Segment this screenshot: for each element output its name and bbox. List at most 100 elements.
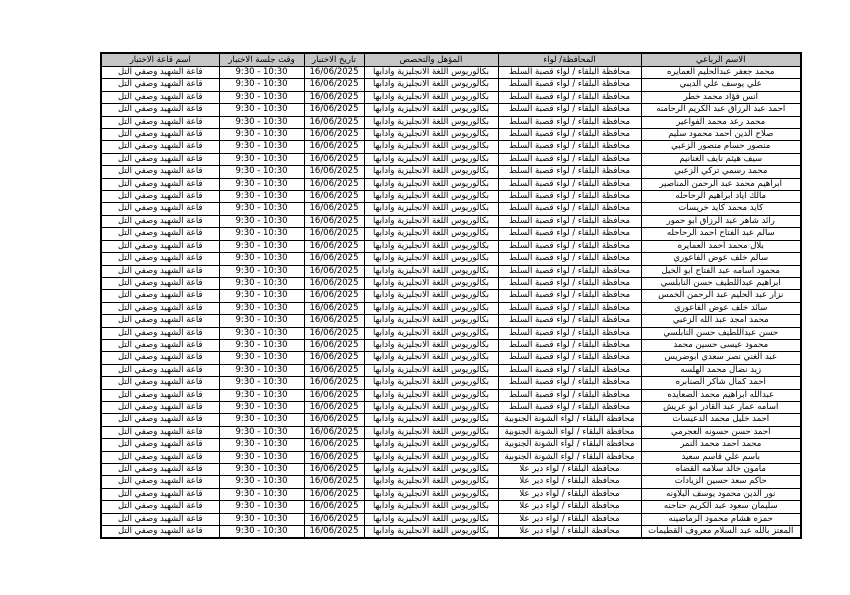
cell-name: محمود اسامه عبد الفتاح ابو الخيل	[640, 264, 802, 278]
cell-qualification: بكالوريوس اللغة الانجليزية وآدابها	[363, 388, 499, 402]
cell-district: محافظة البلقاء / لواء قصبة السلط	[497, 252, 642, 266]
col-header-qualification: المؤهل والتخصص	[363, 52, 499, 67]
cell-time: 9:30 - 10:30	[218, 351, 305, 365]
cell-time: 9:30 - 10:30	[218, 276, 305, 291]
cell-hall: قاعة الشهيد وصفي التل	[100, 214, 220, 229]
cell-qualification: بكالوريوس اللغة الانجليزية وآدابها	[363, 438, 499, 452]
cell-district: محافظة البلقاء / لواء قصبة السلط	[497, 363, 642, 378]
cell-district: محافظة البلقاء / لواء قصبة السلط	[497, 65, 642, 80]
cell-district: محافظة البلقاء / لواء قصبة السلط	[497, 301, 642, 316]
cell-hall: قاعة الشهيد وصفي التل	[100, 115, 220, 130]
cell-date: 16/06/2025	[303, 264, 365, 278]
cell-time: 9:30 - 10:30	[218, 202, 305, 216]
cell-date: 16/06/2025	[303, 65, 365, 80]
cell-hall: قاعة الشهيد وصفي التل	[100, 152, 220, 167]
cell-qualification: بكالوريوس اللغة الانجليزية وآدابها	[363, 128, 499, 142]
cell-hall: قاعة الشهيد وصفي التل	[100, 438, 220, 452]
table-row: محمود اسامه عبد الفتاح ابو الخيل محافظة ا…	[100, 264, 802, 278]
table-row: احمد خليل محمد الدعيسات محافظة البلقاء / …	[100, 413, 802, 427]
cell-name: احمد كمال شاكر الصنابره	[640, 376, 802, 390]
cell-district: محافظة البلقاء / لواء قصبة السلط	[497, 140, 642, 154]
cell-name: احمد حسن حسونه العجرمي	[640, 425, 802, 440]
cell-date: 16/06/2025	[303, 525, 365, 539]
cell-date: 16/06/2025	[303, 90, 365, 105]
cell-qualification: بكالوريوس اللغة الانجليزية وآدابها	[363, 351, 499, 365]
cell-name: رائد شاهر عبد الرزاق ابو حمور	[640, 214, 802, 229]
cell-time: 9:30 - 10:30	[218, 289, 305, 303]
table-row: سليمان سعود عبد الكريم حناحنه محافظة البل…	[100, 500, 802, 514]
cell-hall: قاعة الشهيد وصفي التل	[100, 351, 220, 365]
cell-name: اسامه عمار عبد القادر ابو عريش	[640, 400, 802, 415]
cell-name: حاكم سعد حسين الزيادات	[640, 475, 802, 489]
cell-qualification: بكالوريوس اللغة الانجليزية وآدابها	[363, 264, 499, 278]
table-row: محمود عيسى حسين محمد محافظة البلقاء / لوا…	[100, 338, 802, 353]
table-row: محمد جعفر عبدالحليم العمايره محافظة البلق…	[100, 65, 802, 80]
cell-date: 16/06/2025	[303, 152, 365, 167]
cell-qualification: بكالوريوس اللغة الانجليزية وآدابها	[363, 276, 499, 291]
cell-qualification: بكالوريوس اللغة الانجليزية وآدابها	[363, 487, 499, 502]
cell-hall: قاعة الشهيد وصفي التل	[100, 413, 220, 427]
cell-name: ابراهيم محمد عبد الرحمن المناصير	[640, 177, 802, 192]
table-row: ابراهيم عبداللطيف حسن النابلسي محافظة الب…	[100, 276, 802, 291]
cell-time: 9:30 - 10:30	[218, 227, 305, 241]
cell-hall: قاعة الشهيد وصفي التل	[100, 190, 220, 204]
cell-date: 16/06/2025	[303, 214, 365, 229]
cell-name: سالم خلف عوض الفاعوري	[640, 252, 802, 266]
cell-time: 9:30 - 10:30	[218, 65, 305, 80]
cell-hall: قاعة الشهيد وصفي التل	[100, 128, 220, 142]
cell-district: محافظة البلقاء / لواء قصبة السلط	[497, 400, 642, 415]
cell-qualification: بكالوريوس اللغة الانجليزية وآدابها	[363, 78, 499, 92]
cell-hall: قاعة الشهيد وصفي التل	[100, 90, 220, 105]
cell-district: محافظة البلقاء / لواء الشونة الجنوبية	[497, 425, 642, 440]
cell-qualification: بكالوريوس اللغة الانجليزية وآدابها	[363, 314, 499, 328]
cell-qualification: بكالوريوس اللغة الانجليزية وآدابها	[363, 115, 499, 130]
cell-time: 9:30 - 10:30	[218, 264, 305, 278]
cell-date: 16/06/2025	[303, 450, 365, 465]
table-row: باسم علي قاسم سعيد محافظة البلقاء / لواء …	[100, 450, 802, 465]
cell-hall: قاعة الشهيد وصفي التل	[100, 227, 220, 241]
cell-name: نزار عبد الحليم عبد الرحمن الخمس	[640, 289, 802, 303]
cell-name: انس فؤاد محمد خطر	[640, 90, 802, 105]
cell-qualification: بكالوريوس اللغة الانجليزية وآدابها	[363, 326, 499, 340]
cell-district: محافظة البلقاء / لواء قصبة السلط	[497, 338, 642, 353]
cell-date: 16/06/2025	[303, 227, 365, 241]
cell-time: 9:30 - 10:30	[218, 177, 305, 192]
cell-time: 9:30 - 10:30	[218, 152, 305, 167]
table-body: محمد جعفر عبدالحليم العمايره محافظة البلق…	[100, 65, 802, 539]
cell-district: محافظة البلقاء / لواء دير علا	[497, 525, 642, 539]
cell-district: محافظة البلقاء / لواء قصبة السلط	[497, 351, 642, 365]
cell-hall: قاعة الشهيد وصفي التل	[100, 252, 220, 266]
cell-hall: قاعة الشهيد وصفي التل	[100, 400, 220, 415]
cell-date: 16/06/2025	[303, 239, 365, 254]
cell-qualification: بكالوريوس اللغة الانجليزية وآدابها	[363, 103, 499, 117]
cell-hall: قاعة الشهيد وصفي التل	[100, 103, 220, 117]
cell-name: محمد رعد محمد الفواعير	[640, 115, 802, 130]
cell-name: صلاح الدين احمد محمود سليم	[640, 128, 802, 142]
cell-name: منصور حسام منصور الزعبي	[640, 140, 802, 154]
cell-qualification: بكالوريوس اللغة الانجليزية وآدابها	[363, 363, 499, 378]
cell-time: 9:30 - 10:30	[218, 388, 305, 402]
cell-time: 9:30 - 10:30	[218, 400, 305, 415]
cell-time: 9:30 - 10:30	[218, 363, 305, 378]
cell-time: 9:30 - 10:30	[218, 165, 305, 179]
cell-district: محافظة البلقاء / لواء قصبة السلط	[497, 165, 642, 179]
cell-district: محافظة البلقاء / لواء دير علا	[497, 500, 642, 514]
cell-time: 9:30 - 10:30	[218, 326, 305, 340]
cell-time: 9:30 - 10:30	[218, 425, 305, 440]
col-header-exam-hall-name: اسم قاعة الاختبار	[100, 52, 220, 67]
cell-date: 16/06/2025	[303, 115, 365, 130]
table-row: انس فؤاد محمد خطر محافظة البلقاء / لواء ق…	[100, 90, 802, 105]
cell-qualification: بكالوريوس اللغة الانجليزية وآدابها	[363, 140, 499, 154]
table-row: سالم عبد الفتاح احمد الرحاحله محافظة البل…	[100, 227, 802, 241]
cell-name: عبدالله ابراهيم محمد الصعايده	[640, 388, 802, 402]
cell-date: 16/06/2025	[303, 500, 365, 514]
cell-hall: قاعة الشهيد وصفي التل	[100, 388, 220, 402]
table-row: احمد عبد الرزاق عبد الكريم الرحامنه محافظ…	[100, 103, 802, 117]
cell-hall: قاعة الشهيد وصفي التل	[100, 140, 220, 154]
cell-time: 9:30 - 10:30	[218, 487, 305, 502]
cell-qualification: بكالوريوس اللغة الانجليزية وآدابها	[363, 190, 499, 204]
cell-date: 16/06/2025	[303, 326, 365, 340]
table-row: سائد خلف عوض الفاعوري محافظة البلقاء / لو…	[100, 301, 802, 316]
cell-time: 9:30 - 10:30	[218, 376, 305, 390]
table-row: محمد رسمي تركي الزعبي محافظة البلقاء / لو…	[100, 165, 802, 179]
